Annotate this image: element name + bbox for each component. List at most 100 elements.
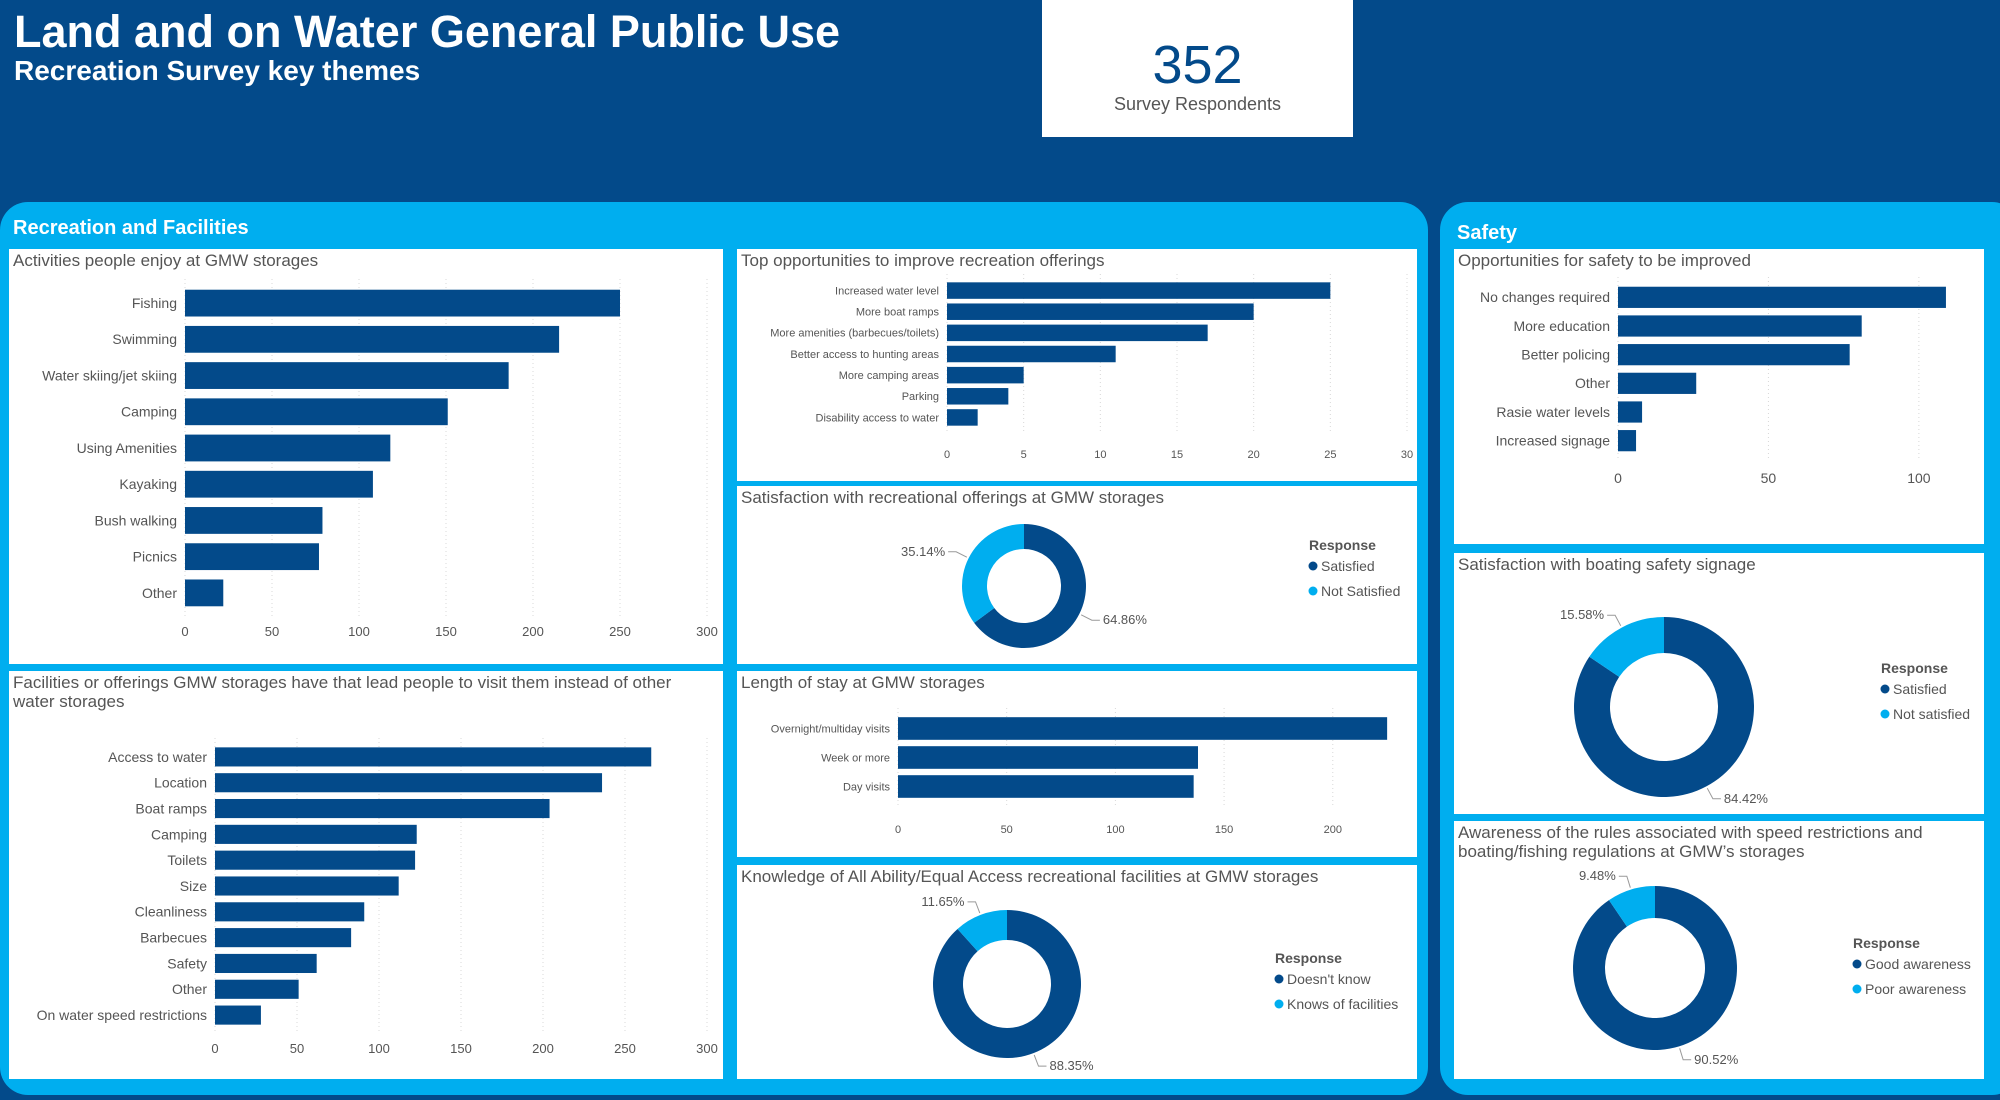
satisfaction_rec-legend-label: Satisfied: [1321, 558, 1375, 574]
facilities-bar: [215, 902, 365, 922]
activities-bar: [185, 543, 319, 571]
facilities-category-label: Barbecues: [140, 930, 207, 946]
facilities-bar: [215, 876, 399, 896]
opportunities-category-label: Disability access to water: [816, 412, 940, 424]
facilities-tick-label: 150: [450, 1041, 472, 1056]
facilities-category-label: Safety: [167, 955, 207, 971]
opportunities-panel[interactable]: Top opportunities to improve recreation …: [737, 249, 1417, 481]
activities-bar: [185, 579, 224, 607]
satisfaction_rec-leader-line: [948, 551, 968, 558]
length_of_stay-bar: [898, 717, 1388, 740]
activities-category-label: Bush walking: [95, 512, 178, 528]
opportunities-category-label: Increased water level: [835, 285, 939, 297]
awareness-leader-line: [1618, 875, 1631, 888]
safety_opportunities-category-label: Increased signage: [1496, 433, 1611, 449]
activities-tick-label: 300: [696, 624, 718, 639]
safety_opportunities-category-label: No changes required: [1480, 289, 1610, 305]
activities-bar: [185, 289, 620, 317]
signage-value-label: 15.58%: [1560, 607, 1605, 622]
length_of_stay-category-label: Overnight/multiday visits: [771, 723, 891, 735]
satisfaction_rec-slice: [962, 524, 1024, 623]
facilities-panel[interactable]: Facilities or offerings GMW storages hav…: [9, 671, 723, 1079]
facilities-category-label: Location: [154, 775, 207, 791]
length_of_stay-tick-label: 50: [1001, 824, 1013, 836]
opportunities-bar: [947, 409, 978, 426]
satisfaction_rec-legend-marker: [1308, 561, 1318, 571]
safety_opportunities-bar: [1618, 344, 1850, 366]
opportunities-tick-label: 15: [1171, 449, 1183, 461]
awareness-value-label: 90.52%: [1694, 1052, 1739, 1067]
safety_opportunities-category-label: Other: [1575, 375, 1610, 391]
knowledge-panel[interactable]: Knowledge of All Ability/Equal Access re…: [737, 865, 1417, 1079]
satisfaction_rec-legend-label: Not Satisfied: [1321, 583, 1400, 599]
opportunities-tick-label: 30: [1401, 449, 1413, 461]
activities-tick-label: 0: [181, 624, 188, 639]
signage-legend-label: Satisfied: [1893, 681, 1947, 697]
signage-slice: [1589, 617, 1664, 677]
facilities-bar: [215, 824, 417, 844]
signage-legend-marker: [1880, 684, 1890, 694]
length_of_stay-tick-label: 0: [895, 824, 901, 836]
facilities-bar: [215, 1005, 261, 1025]
awareness-slice: [1608, 886, 1655, 927]
signage-panel[interactable]: Satisfaction with boating safety signage…: [1454, 553, 1984, 814]
safety-opportunities-panel[interactable]: Opportunities for safety to be improved …: [1454, 249, 1984, 544]
opportunities-category-label: Parking: [902, 391, 939, 403]
safety_opportunities-bar: [1618, 430, 1637, 452]
facilities-tick-label: 200: [532, 1041, 554, 1056]
opportunities-bar: [947, 366, 1024, 384]
activities-category-label: Fishing: [132, 295, 177, 311]
opportunities-tick-label: 25: [1324, 449, 1336, 461]
opportunities-bar: [947, 282, 1331, 299]
opportunities-bar: [947, 324, 1208, 342]
safety_opportunities-category-label: More education: [1513, 318, 1610, 334]
kpi-card[interactable]: 352 Survey Respondents: [1042, 0, 1353, 137]
knowledge-slice: [933, 910, 1081, 1058]
facilities-bar: [215, 798, 550, 819]
opportunities-bar: [947, 303, 1254, 320]
facilities-bar: [215, 979, 299, 999]
facilities-category-label: Boat ramps: [135, 800, 207, 816]
facilities-bar: [215, 747, 652, 767]
satisfaction_rec-slice: [974, 524, 1086, 648]
length_of_stay-bar: [898, 746, 1198, 769]
knowledge-chart: 88.35% 11.65% Response Doesn't know Knows of…: [921, 894, 1398, 1073]
opportunities-category-label: More camping areas: [839, 370, 940, 382]
awareness-panel[interactable]: Awareness of the rules associated with s…: [1454, 821, 1984, 1079]
awareness-leader-line: [1679, 1048, 1692, 1061]
signage-legend-marker: [1880, 709, 1890, 719]
facilities-category-label: Camping: [151, 826, 207, 842]
kpi-value: 352: [1152, 35, 1243, 95]
safety_opportunities-tick-label: 100: [1907, 470, 1931, 486]
knowledge-leader-line: [967, 901, 981, 914]
safety-section-title: Safety: [1457, 222, 1518, 244]
activities-bar: [185, 507, 323, 534]
knowledge-value-label: 88.35%: [1049, 1058, 1094, 1073]
knowledge-value-label: 11.65%: [921, 894, 965, 909]
safety_opportunities-tick-label: 0: [1614, 470, 1622, 486]
facilities-bar: [215, 850, 416, 870]
facilities-tick-label: 250: [614, 1041, 636, 1056]
activities-panel[interactable]: Activities people enjoy at GMW storages …: [9, 249, 723, 664]
length-of-stay-panel[interactable]: Length of stay at GMW storages 0 50 100 150…: [737, 671, 1417, 857]
opportunities-tick-label: 5: [1021, 449, 1027, 461]
facilities-chart: 0 50 100 150 200 250 300 Access to water Locatio…: [37, 738, 718, 1056]
facilities-tick-label: 0: [211, 1041, 218, 1056]
activities-category-label: Camping: [121, 404, 177, 420]
opportunities-tick-label: 20: [1248, 449, 1260, 461]
activities-category-label: Swimming: [112, 331, 177, 347]
length_of_stay-tick-label: 100: [1106, 824, 1124, 836]
facilities-category-label: Cleanliness: [135, 904, 207, 920]
facilities-title: Facilities or offerings GMW storages hav…: [13, 673, 672, 711]
signage-title: Satisfaction with boating safety signage: [1458, 555, 1756, 574]
safety_opportunities-bar: [1618, 315, 1862, 337]
facilities-category-label: On water speed restrictions: [37, 1007, 207, 1023]
activities-bar: [185, 470, 373, 498]
safety_opportunities-bar: [1618, 286, 1946, 308]
length_of_stay-bar: [898, 775, 1194, 798]
knowledge-legend-label: Doesn't know: [1287, 971, 1371, 987]
facilities-bar: [215, 953, 317, 974]
satisfaction-rec-panel[interactable]: Satisfaction with recreational offerings…: [737, 486, 1417, 664]
safety-opportunities-chart: 0 50 100 No changes required More education B…: [1480, 277, 1946, 486]
satisfaction_rec-legend-title: Response: [1309, 537, 1376, 553]
